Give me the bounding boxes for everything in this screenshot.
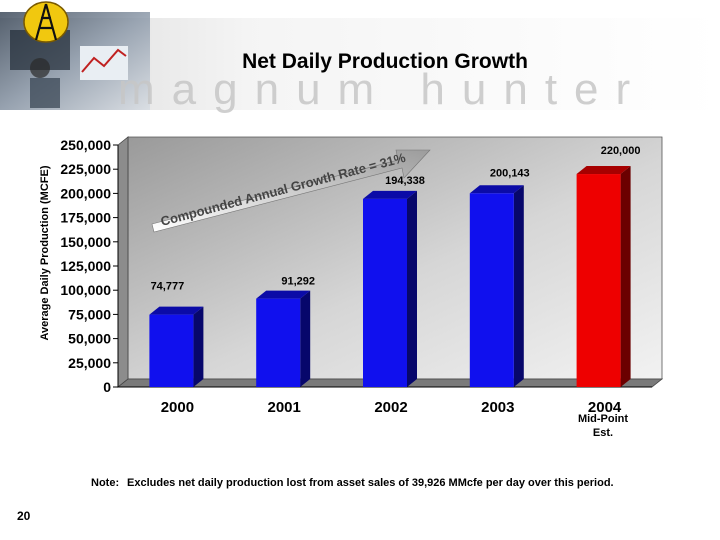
bar-side-face [193,306,204,387]
data-label-2001: 91,292 [281,276,315,288]
bar-front-face [149,314,194,387]
category-note-2004: Mid-Point Est. [577,413,629,439]
y-tick-label: 225,000 [60,161,111,177]
bar-2003 [469,185,524,387]
note-text: Excludes net daily production lost from … [127,477,614,489]
bar-side-face [407,190,417,387]
bar-top-face [149,306,204,315]
bar-front-face [576,174,621,387]
y-tick-label: 150,000 [60,234,111,250]
data-label-2002: 194,338 [385,175,425,187]
y-tick-label: 75,000 [68,306,111,322]
y-tick-label: 250,000 [60,137,111,153]
page-number: 20 [17,509,31,523]
y-tick-label: 25,000 [68,355,111,371]
x-tick-label-2004: 2004 [588,399,622,416]
bar-front-face [256,298,301,387]
bar-2001 [256,290,311,387]
y-tick-label: 175,000 [60,210,111,226]
x-tick-label-2003: 2003 [481,399,514,416]
bar-side-face [620,166,631,387]
bar-front-face [363,198,407,387]
bar-top-face [256,290,311,299]
x-axis: 2000 2001 2002 2003 2004 [161,399,622,416]
y-tick-label: 0 [103,379,111,395]
bar-side-face [300,290,311,387]
y-tick-label: 50,000 [68,331,111,347]
note-label: Note: [91,477,120,489]
bar-top-face [469,185,524,194]
data-label-2004: 220,000 [601,145,641,157]
data-labels-group: 74,777 91,292 194,338 200,143 220,000 [151,145,641,293]
bar-2002 [363,190,417,387]
bar-2004 [576,166,631,387]
y-tick-label: 100,000 [60,282,111,298]
bar-2000 [149,306,204,387]
data-label-2003: 200,143 [490,167,530,179]
derrick-logo-icon [23,1,69,43]
x-tick-label-2001: 2001 [268,399,301,416]
y-axis-title: Average Daily Production (MCFE) [39,165,51,340]
bar-side-face [513,185,524,387]
bars-group [149,166,631,387]
bar-top-face [363,190,417,199]
bar-front-face [469,193,514,387]
page-title: Net Daily Production Growth [242,50,528,73]
x-tick-label-2000: 2000 [161,399,194,416]
data-label-2000: 74,777 [151,281,185,293]
y-tick-label: 125,000 [60,258,111,274]
plot-side-wall [117,136,129,388]
y-tick-label: 200,000 [60,185,111,201]
y-axis: 0 25,000 50,000 75,000 100,000 125,000 150,000… [60,137,119,395]
brand-watermark: magnum hunter [118,65,647,114]
growth-arrow-shape [151,149,431,233]
x-tick-label-2002: 2002 [374,399,407,416]
bar-top-face [576,166,631,175]
header-artwork: magnum hunter [0,0,720,115]
